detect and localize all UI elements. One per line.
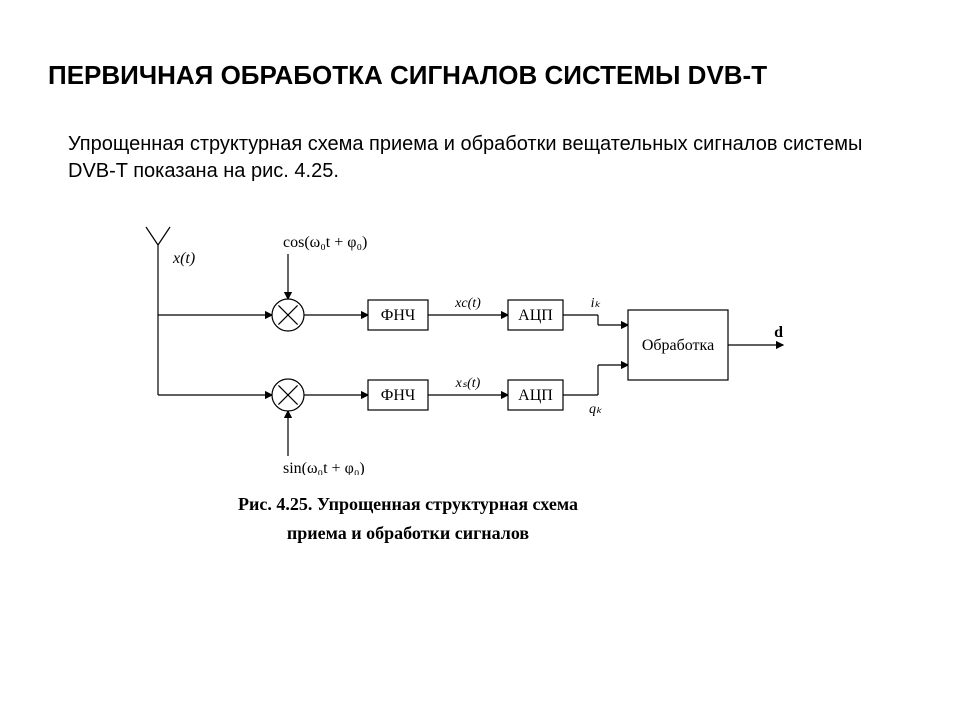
page-title: ПЕРВИЧНАЯ ОБРАБОТКА СИГНАЛОВ СИСТЕМЫ DVB… xyxy=(48,60,912,91)
svg-text:АЦП: АЦП xyxy=(518,387,553,404)
svg-text:sin(ω₀t + φ₀): sin(ω₀t + φ₀) xyxy=(283,460,365,475)
svg-text:x(t): x(t) xyxy=(172,250,195,267)
block-diagram: x(t) cos(ω₀t + φ₀) sin(ω₀t + φ₀) ФНЧ ФНЧ xc(t… xyxy=(108,215,912,548)
svg-text:ФНЧ: ФНЧ xyxy=(381,307,416,324)
svg-text:iₖ: iₖ xyxy=(591,296,602,311)
caption-line-1: Рис. 4.25. Упрощенная структурная схема xyxy=(238,494,578,514)
figure-caption: Рис. 4.25. Упрощенная структурная схема … xyxy=(48,490,768,548)
svg-text:xₛ(t): xₛ(t) xyxy=(455,376,481,391)
svg-text:d: d xyxy=(774,324,783,341)
svg-text:qₖ: qₖ xyxy=(589,402,603,417)
svg-text:АЦП: АЦП xyxy=(518,307,553,324)
intro-text: Упрощенная структурная схема приема и об… xyxy=(68,131,868,185)
caption-line-2: приема и обработки сигналов xyxy=(287,523,529,543)
svg-text:xc(t): xc(t) xyxy=(454,296,481,311)
svg-text:cos(ω₀t + φ₀): cos(ω₀t + φ₀) xyxy=(283,234,367,251)
svg-text:ФНЧ: ФНЧ xyxy=(381,387,416,404)
svg-text:Обработка: Обработка xyxy=(642,337,714,354)
